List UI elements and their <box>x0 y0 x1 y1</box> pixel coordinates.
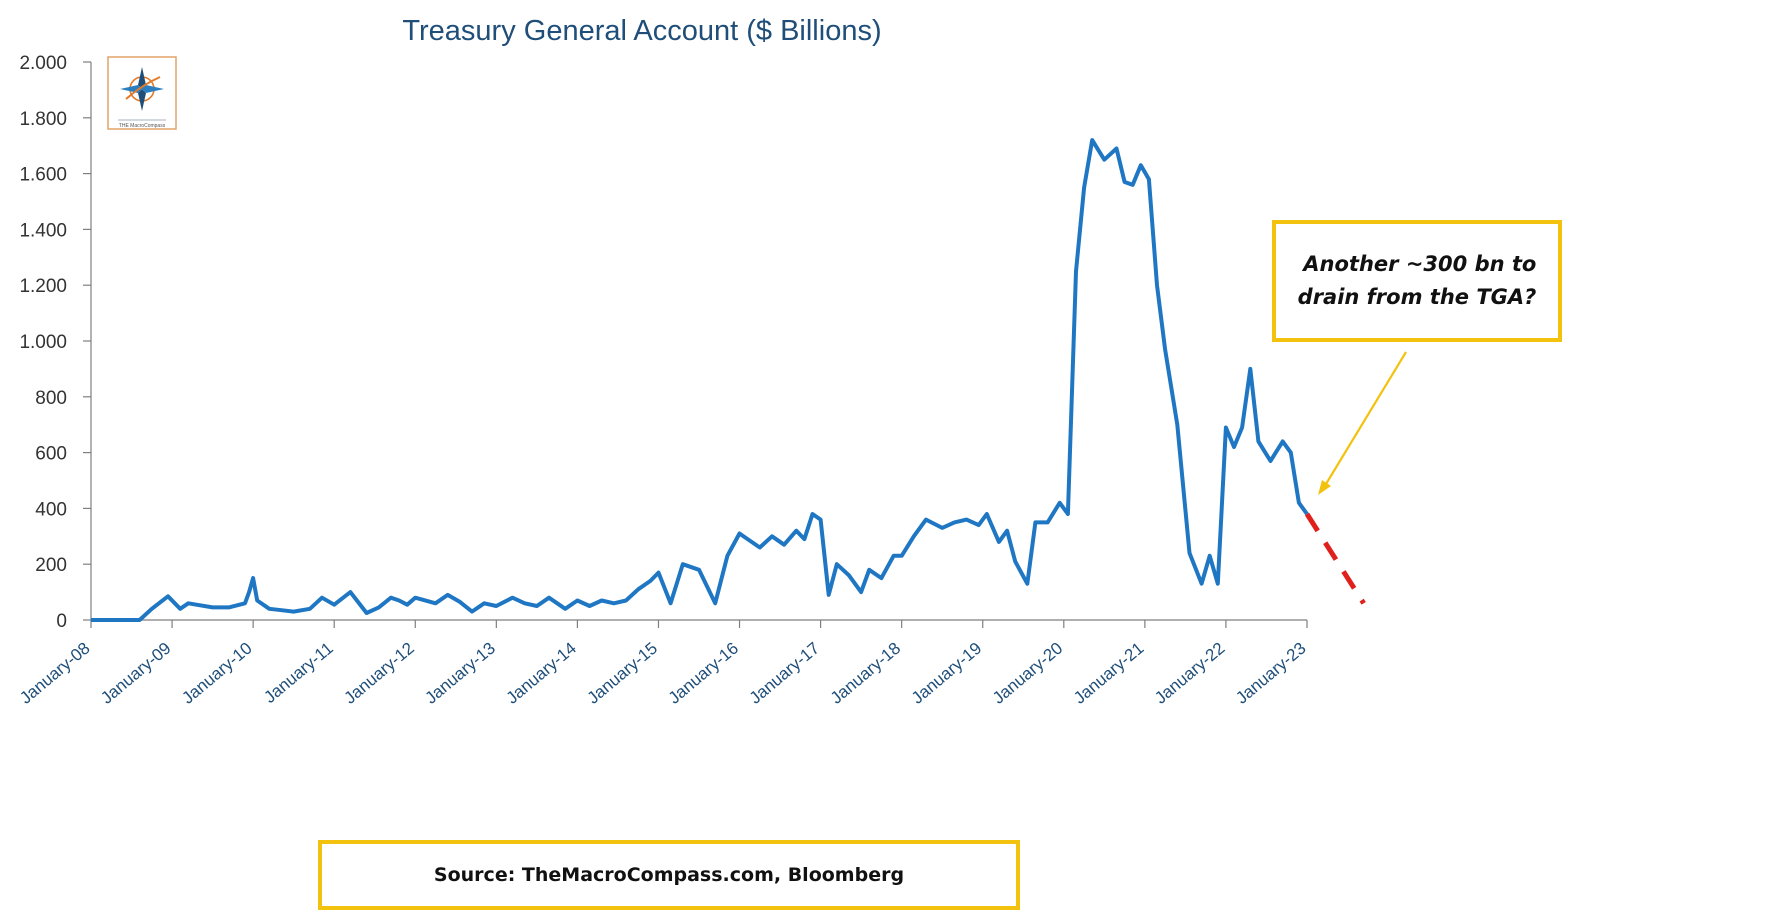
y-tick-label: 1.200 <box>19 276 67 297</box>
x-tick-label: January-17 <box>746 639 823 708</box>
x-tick-label: January-08 <box>16 639 93 708</box>
x-tick-label: January-15 <box>584 639 661 708</box>
y-tick-label: 0 <box>56 611 67 632</box>
logo-caption: THE MacroCompass <box>119 123 166 129</box>
x-tick-label: January-23 <box>1232 639 1309 708</box>
chart-title: Treasury General Account ($ Billions) <box>402 15 881 47</box>
y-tick-label: 1.600 <box>19 165 67 186</box>
x-tick-label: January-12 <box>340 639 417 708</box>
annotation-line-1: Another ~300 bn to <box>1303 252 1537 276</box>
annotation-line-2: drain from the TGA? <box>1297 285 1537 309</box>
x-tick-label: January-22 <box>1151 639 1228 708</box>
projection-dashed-line <box>1304 512 1366 605</box>
x-tick-label: January-14 <box>503 639 580 708</box>
y-axis: 0 200 400 600 800 1.000 1.200 1.400 1.600 1.800 2.… <box>19 53 92 632</box>
x-tick-label: January-16 <box>665 639 742 708</box>
callout-arrowhead <box>1318 480 1331 495</box>
annotation-callout: Another ~300 bn to drain from the TGA? <box>1272 220 1562 342</box>
x-tick-label: January-13 <box>422 639 499 708</box>
y-tick-label: 400 <box>35 499 67 520</box>
x-tick-label: January-19 <box>908 639 985 708</box>
y-tick-label: 1.400 <box>19 220 67 241</box>
y-tick-label: 800 <box>35 388 67 409</box>
compass-rose-logo-icon <box>120 67 164 111</box>
callout-arrow <box>1325 351 1407 485</box>
x-tick-label: January-10 <box>178 639 255 708</box>
y-tick-label: 1.800 <box>19 109 67 130</box>
x-tick-label: January-11 <box>260 639 336 707</box>
x-axis: January-08 January-09 January-10 January-11… <box>16 619 1310 708</box>
logo: THE MacroCompass <box>107 56 177 130</box>
y-tick-label: 200 <box>35 555 67 576</box>
x-tick-label: January-09 <box>97 639 174 708</box>
y-tick-label: 600 <box>35 444 67 465</box>
series-layer <box>91 138 1366 622</box>
y-tick-label: 1.000 <box>19 332 67 353</box>
source-note: Source: TheMacroCompass.com, Bloomberg <box>318 840 1020 910</box>
x-tick-label: January-18 <box>827 639 904 708</box>
tga-series-line <box>91 138 1309 622</box>
y-tick-label: 2.000 <box>19 53 67 74</box>
x-tick-label: January-20 <box>989 639 1066 708</box>
x-tick-label: January-21 <box>1070 639 1147 708</box>
